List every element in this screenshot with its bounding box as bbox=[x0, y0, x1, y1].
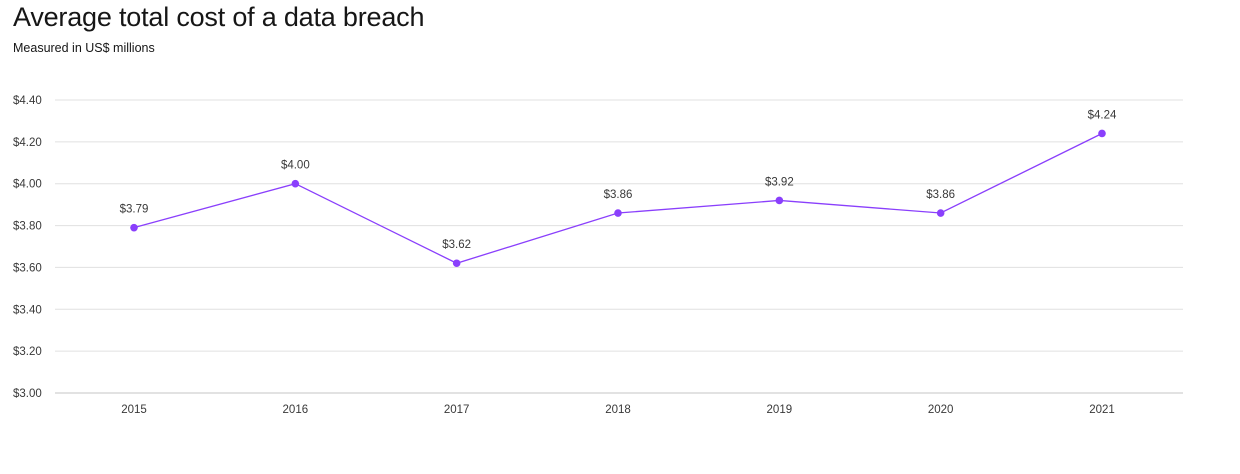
chart-title: Average total cost of a data breach bbox=[13, 2, 425, 32]
chart-subtitle: Measured in US$ millions bbox=[13, 41, 155, 55]
x-tick-label: 2016 bbox=[283, 404, 309, 416]
data-label: $3.79 bbox=[120, 204, 149, 216]
y-tick-label: $3.80 bbox=[13, 221, 42, 233]
data-point[interactable] bbox=[1098, 129, 1106, 138]
x-tick-label: 2021 bbox=[1089, 404, 1115, 416]
data-label: $4.00 bbox=[281, 160, 310, 172]
x-tick-label: 2015 bbox=[121, 404, 147, 416]
x-axis-ticks: 2015 2016 2017 2018 2019 2020 2021 bbox=[121, 404, 1115, 416]
data-label: $3.62 bbox=[442, 239, 471, 251]
x-tick-label: 2019 bbox=[767, 404, 793, 416]
grid-lines bbox=[55, 99, 1183, 394]
y-tick-label: $4.20 bbox=[13, 137, 42, 149]
y-tick-label: $4.00 bbox=[13, 179, 42, 191]
y-tick-label: $3.40 bbox=[13, 304, 42, 316]
data-point[interactable] bbox=[614, 209, 622, 217]
data-label: $3.86 bbox=[926, 189, 955, 201]
x-tick-label: 2020 bbox=[928, 404, 954, 416]
data-label: $3.92 bbox=[765, 176, 794, 188]
data-point[interactable] bbox=[452, 259, 461, 268]
y-tick-label: $3.60 bbox=[13, 262, 42, 274]
x-tick-label: 2018 bbox=[605, 404, 631, 416]
y-tick-label: $3.00 bbox=[13, 388, 42, 400]
y-tick-label: $4.40 bbox=[13, 95, 42, 107]
data-point[interactable] bbox=[291, 179, 300, 188]
y-axis-ticks: $3.00 $3.20 $3.40 $3.60 $3.80 $4.00 $4.20 $4.40 bbox=[13, 95, 42, 400]
data-labels: $3.79 $4.00 $3.62 $3.86 $3.92 $3.86 $4.24 bbox=[120, 109, 1117, 251]
data-point[interactable] bbox=[775, 196, 784, 205]
x-tick-label: 2017 bbox=[444, 404, 470, 416]
series-layer bbox=[130, 129, 1106, 268]
data-point[interactable] bbox=[130, 223, 138, 232]
data-label: $4.24 bbox=[1088, 109, 1117, 121]
y-tick-label: $3.20 bbox=[13, 346, 42, 358]
data-label: $3.86 bbox=[604, 189, 633, 201]
data-point[interactable] bbox=[936, 209, 945, 217]
